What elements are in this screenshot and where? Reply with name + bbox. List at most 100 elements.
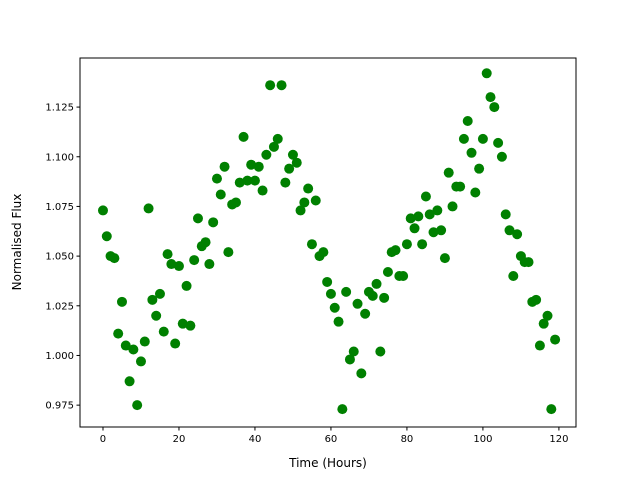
data-point	[287, 149, 298, 160]
data-point	[436, 225, 447, 236]
data-point	[337, 404, 348, 415]
data-points	[97, 68, 561, 415]
data-point	[253, 161, 264, 172]
data-point	[257, 185, 268, 196]
data-point	[443, 167, 454, 178]
data-point	[523, 257, 534, 268]
x-tick-label: 0	[100, 434, 106, 445]
data-point	[371, 278, 382, 289]
data-point	[109, 253, 120, 264]
data-point	[185, 320, 196, 331]
data-point	[219, 161, 230, 172]
data-point	[177, 318, 188, 329]
data-point	[143, 203, 154, 214]
data-point	[120, 340, 131, 351]
data-point	[192, 213, 203, 224]
data-point	[325, 288, 336, 299]
data-point	[474, 163, 485, 174]
data-point	[428, 227, 439, 238]
data-point	[455, 181, 466, 192]
data-point	[97, 205, 108, 216]
data-point	[352, 298, 363, 309]
x-tick-label: 40	[249, 434, 262, 445]
data-point	[154, 288, 165, 299]
data-point	[322, 276, 333, 287]
data-point	[546, 404, 557, 415]
data-point	[200, 237, 211, 248]
data-point	[208, 217, 219, 228]
data-point	[162, 249, 173, 260]
data-point	[508, 270, 519, 281]
data-point	[470, 187, 481, 198]
data-point	[303, 183, 314, 194]
data-point	[238, 131, 249, 142]
data-point	[481, 68, 492, 79]
data-point	[477, 133, 488, 144]
y-tick-label: 1.050	[45, 252, 74, 263]
data-point	[485, 92, 496, 103]
data-point	[211, 173, 222, 184]
data-point	[439, 253, 450, 264]
data-point	[291, 157, 302, 168]
data-point	[447, 201, 458, 212]
data-point	[356, 368, 367, 379]
data-point	[504, 225, 515, 236]
data-point	[189, 255, 200, 266]
data-point	[390, 245, 401, 256]
data-point	[261, 149, 272, 160]
data-point	[135, 356, 146, 367]
data-point	[496, 151, 507, 162]
data-point	[405, 213, 416, 224]
data-point	[538, 318, 549, 329]
data-point	[101, 231, 112, 242]
data-point	[417, 239, 428, 250]
data-point	[242, 175, 253, 186]
x-tick-label: 100	[473, 434, 492, 445]
data-point	[398, 270, 409, 281]
data-point	[173, 261, 184, 272]
data-point	[401, 239, 412, 250]
data-point	[272, 133, 283, 144]
y-tick-label: 1.000	[45, 351, 74, 362]
data-point	[166, 259, 177, 270]
y-tick-label: 0.975	[45, 401, 74, 412]
data-point	[367, 290, 378, 301]
data-point	[409, 223, 420, 234]
data-point	[306, 239, 317, 250]
x-tick-label: 80	[401, 434, 414, 445]
data-point	[230, 197, 241, 208]
axes-frame	[79, 57, 577, 428]
data-point	[432, 205, 443, 216]
x-tick-label: 120	[549, 434, 568, 445]
data-point	[295, 205, 306, 216]
x-tick-label: 20	[173, 434, 186, 445]
y-tick-label: 1.025	[45, 301, 74, 312]
data-point	[139, 336, 150, 347]
data-point	[462, 115, 473, 126]
data-point	[158, 326, 169, 337]
data-point	[379, 292, 390, 303]
data-point	[458, 133, 469, 144]
data-point	[124, 376, 135, 387]
data-point	[280, 177, 291, 188]
data-point	[181, 280, 192, 291]
x-axis-label: Time (Hours)	[288, 456, 367, 470]
data-point	[413, 211, 424, 222]
data-point	[512, 229, 523, 240]
data-point	[550, 334, 561, 345]
data-point	[382, 267, 393, 278]
data-point	[276, 80, 287, 91]
data-point	[170, 338, 181, 349]
y-tick-label: 1.100	[45, 152, 74, 163]
data-point	[531, 294, 542, 305]
data-point	[234, 177, 245, 188]
data-point	[329, 302, 340, 313]
y-tick-label: 1.125	[45, 103, 74, 114]
data-point	[116, 296, 127, 307]
data-point	[489, 102, 500, 113]
x-axis: 0 20 40 60 80 100 120	[100, 427, 568, 445]
data-point	[500, 209, 511, 220]
data-point	[223, 247, 234, 258]
data-point	[333, 316, 344, 327]
